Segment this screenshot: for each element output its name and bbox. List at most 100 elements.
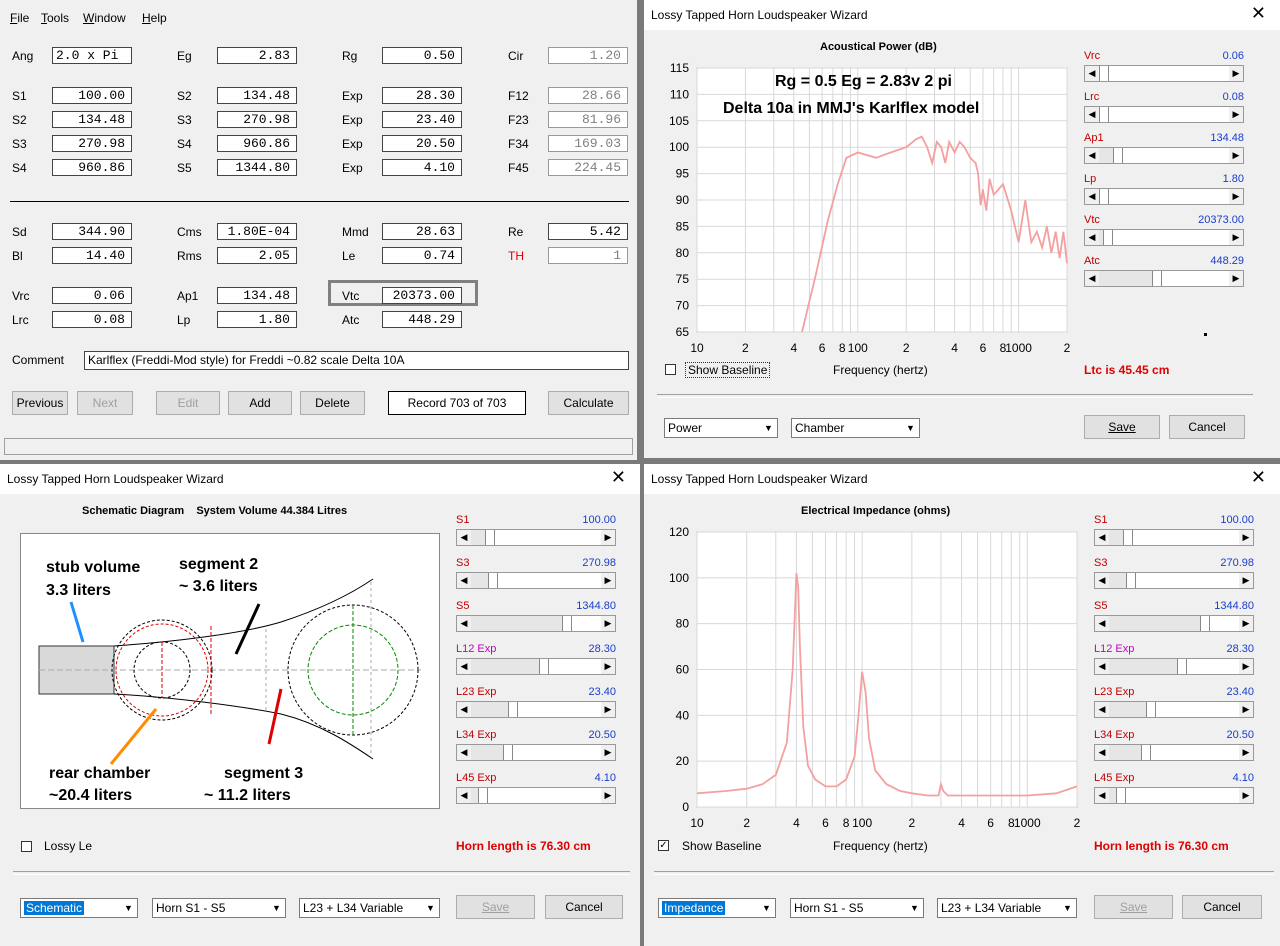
variable-select[interactable]: L23 + L34 Variable ▼ xyxy=(299,898,440,918)
view-select[interactable]: Impedance ▼ xyxy=(658,898,776,918)
chevron-right-icon[interactable]: ▶ xyxy=(601,788,615,803)
parameter-slider[interactable]: ◀ ▶ xyxy=(1094,701,1254,718)
slider-thumb[interactable] xyxy=(539,659,550,674)
chevron-right-icon[interactable]: ▶ xyxy=(601,702,615,717)
parameter-slider[interactable]: ◀ ▶ xyxy=(1084,188,1244,205)
menu-file[interactable]: File xyxy=(10,11,30,25)
cancel-button[interactable]: Cancel xyxy=(545,895,623,919)
edit-button[interactable]: Edit xyxy=(156,391,220,415)
le-field[interactable]: 0.74 xyxy=(382,247,462,264)
parameter-slider[interactable]: ◀ ▶ xyxy=(456,572,616,589)
mmd-field[interactable]: 28.63 xyxy=(382,223,462,240)
atc-field[interactable]: 448.29 xyxy=(382,311,462,328)
chevron-right-icon[interactable]: ▶ xyxy=(601,659,615,674)
chevron-right-icon[interactable]: ▶ xyxy=(601,745,615,760)
chevron-left-icon[interactable]: ◀ xyxy=(457,616,471,631)
slider-thumb[interactable] xyxy=(1141,745,1152,760)
seg-field-s[interactable]: 134.48 xyxy=(52,111,132,128)
chevron-left-icon[interactable]: ◀ xyxy=(1085,230,1099,245)
sd-field[interactable]: 344.90 xyxy=(52,223,132,240)
parameter-slider[interactable]: ◀ ▶ xyxy=(1084,65,1244,82)
chevron-left-icon[interactable]: ◀ xyxy=(1095,702,1109,717)
chevron-right-icon[interactable]: ▶ xyxy=(1229,107,1243,122)
close-icon[interactable]: ✕ xyxy=(1250,3,1266,24)
ang-field[interactable]: 2.0 x Pi xyxy=(52,47,132,64)
parameter-slider[interactable]: ◀ ▶ xyxy=(456,529,616,546)
lossy-le-checkbox[interactable] xyxy=(21,841,32,852)
chevron-left-icon[interactable]: ◀ xyxy=(1095,573,1109,588)
chevron-right-icon[interactable]: ▶ xyxy=(1229,271,1243,286)
cancel-button[interactable]: Cancel xyxy=(1182,895,1262,919)
chevron-right-icon[interactable]: ▶ xyxy=(601,616,615,631)
slider-thumb[interactable] xyxy=(503,745,514,760)
chevron-right-icon[interactable]: ▶ xyxy=(601,573,615,588)
slider-thumb[interactable] xyxy=(1099,189,1109,204)
parameter-slider[interactable]: ◀ ▶ xyxy=(1084,229,1244,246)
menu-window[interactable]: Window xyxy=(83,11,126,25)
slider-thumb[interactable] xyxy=(1099,66,1109,81)
seg-field-s2[interactable]: 134.48 xyxy=(217,87,297,104)
horn-select[interactable]: Horn S1 - S5 ▼ xyxy=(152,898,286,918)
close-icon[interactable]: ✕ xyxy=(610,467,626,488)
parameter-slider[interactable]: ◀ ▶ xyxy=(456,658,616,675)
view-select[interactable]: Power ▼ xyxy=(664,418,778,438)
next-button[interactable]: Next xyxy=(77,391,133,415)
view-select[interactable]: Schematic ▼ xyxy=(20,898,138,918)
rg-field[interactable]: 0.50 xyxy=(382,47,462,64)
seg-field-exp[interactable]: 23.40 xyxy=(382,111,462,128)
seg-field-s2[interactable]: 1344.80 xyxy=(217,159,297,176)
vrc-field[interactable]: 0.06 xyxy=(52,287,132,304)
slider-thumb[interactable] xyxy=(1177,659,1188,674)
parameter-slider[interactable]: ◀ ▶ xyxy=(456,744,616,761)
slider-thumb[interactable] xyxy=(1123,530,1134,545)
show-baseline-checkbox[interactable]: ✓ xyxy=(658,840,669,851)
chevron-left-icon[interactable]: ◀ xyxy=(1085,271,1099,286)
previous-button[interactable]: Previous xyxy=(12,391,68,415)
seg-field-exp[interactable]: 4.10 xyxy=(382,159,462,176)
seg-field-exp[interactable]: 20.50 xyxy=(382,135,462,152)
chevron-left-icon[interactable]: ◀ xyxy=(457,530,471,545)
slider-thumb[interactable] xyxy=(1116,788,1127,803)
slider-thumb[interactable] xyxy=(478,788,489,803)
parameter-slider[interactable]: ◀ ▶ xyxy=(1094,658,1254,675)
eg-field[interactable]: 2.83 xyxy=(217,47,297,64)
save-button[interactable]: Save xyxy=(1094,895,1173,919)
slider-thumb[interactable] xyxy=(1146,702,1157,717)
variable-select[interactable]: L23 + L34 Variable ▼ xyxy=(937,898,1077,918)
chevron-right-icon[interactable]: ▶ xyxy=(1239,788,1253,803)
vtc-field[interactable]: 20373.00 xyxy=(382,287,462,304)
save-button[interactable]: Save xyxy=(456,895,535,919)
chevron-right-icon[interactable]: ▶ xyxy=(1239,702,1253,717)
parameter-slider[interactable]: ◀ ▶ xyxy=(1084,270,1244,287)
lp-field[interactable]: 1.80 xyxy=(217,311,297,328)
slider-thumb[interactable] xyxy=(1099,107,1109,122)
chevron-right-icon[interactable]: ▶ xyxy=(1239,659,1253,674)
chevron-left-icon[interactable]: ◀ xyxy=(457,573,471,588)
slider-thumb[interactable] xyxy=(1151,271,1162,286)
comment-field[interactable]: Karlflex (Freddi-Mod style) for Freddi ~… xyxy=(84,351,629,370)
save-button[interactable]: Save xyxy=(1084,415,1160,439)
menu-help[interactable]: Help xyxy=(142,11,167,25)
parameter-slider[interactable]: ◀ ▶ xyxy=(1094,787,1254,804)
chevron-left-icon[interactable]: ◀ xyxy=(1095,530,1109,545)
calculate-button[interactable]: Calculate xyxy=(548,391,629,415)
chevron-left-icon[interactable]: ◀ xyxy=(1095,616,1109,631)
chevron-right-icon[interactable]: ▶ xyxy=(1229,189,1243,204)
seg-field-s[interactable]: 270.98 xyxy=(52,135,132,152)
slider-thumb[interactable] xyxy=(508,702,519,717)
parameter-slider[interactable]: ◀ ▶ xyxy=(456,701,616,718)
chevron-left-icon[interactable]: ◀ xyxy=(457,745,471,760)
chevron-right-icon[interactable]: ▶ xyxy=(1239,530,1253,545)
show-baseline-checkbox[interactable] xyxy=(665,364,676,375)
parameter-slider[interactable]: ◀ ▶ xyxy=(456,615,616,632)
chevron-right-icon[interactable]: ▶ xyxy=(1239,616,1253,631)
bl-field[interactable]: 14.40 xyxy=(52,247,132,264)
menu-tools[interactable]: Tools xyxy=(41,11,70,25)
chevron-right-icon[interactable]: ▶ xyxy=(601,530,615,545)
chevron-left-icon[interactable]: ◀ xyxy=(1085,107,1099,122)
cms-field[interactable]: 1.80E-04 xyxy=(217,223,297,240)
chevron-left-icon[interactable]: ◀ xyxy=(1085,66,1099,81)
seg-field-s[interactable]: 100.00 xyxy=(52,87,132,104)
close-icon[interactable]: ✕ xyxy=(1250,467,1266,488)
slider-thumb[interactable] xyxy=(1102,230,1113,245)
